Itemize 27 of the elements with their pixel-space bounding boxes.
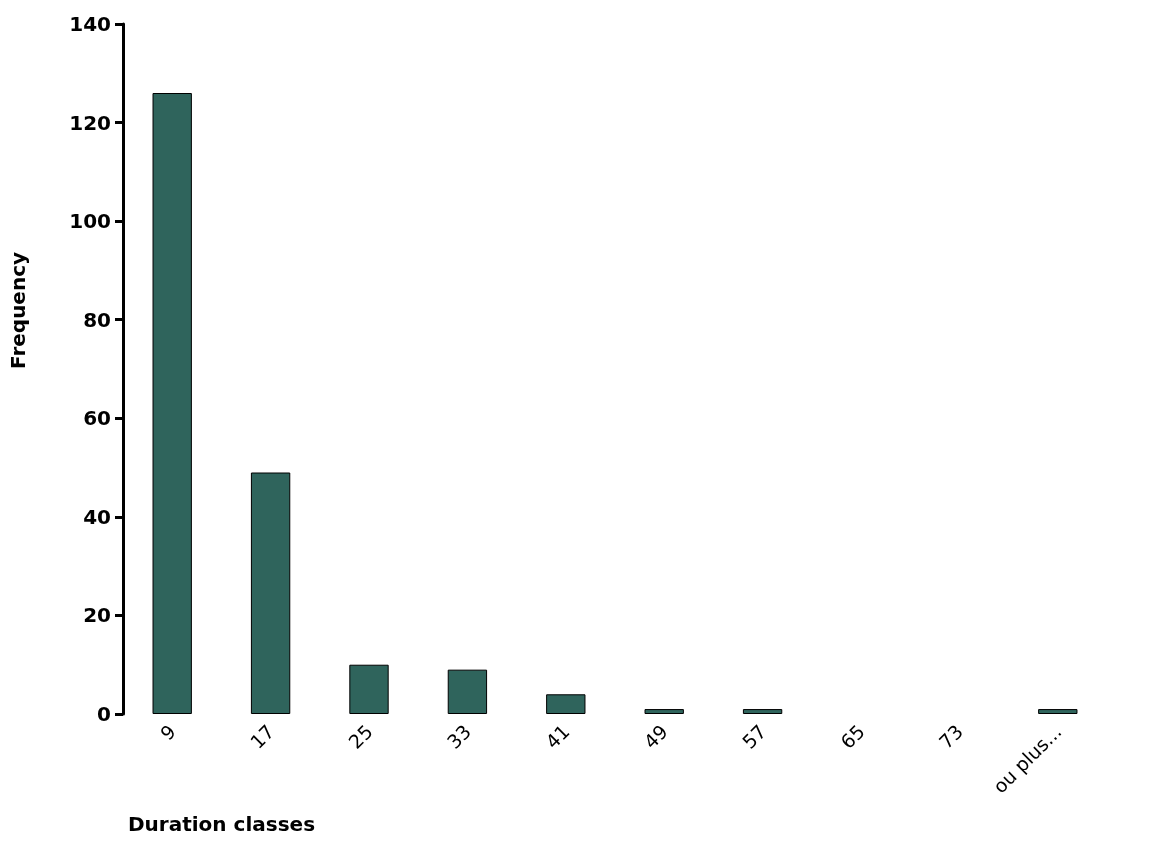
bar [349,664,389,714]
x-tick-label: 73 [934,720,968,753]
bar [1038,709,1078,714]
y-tick-label: 40 [83,504,111,529]
bar [447,669,488,714]
x-tick-label: 49 [639,720,672,753]
x-axis-title: Duration classes [128,812,316,836]
x-tick-label: 57 [737,720,771,753]
bar [742,709,783,714]
y-tick-label: 0 [97,702,111,726]
bar [546,694,586,714]
y-tick-label: 60 [83,406,111,431]
x-tick-label: 33 [442,720,476,753]
x-tick-label: 25 [344,720,377,753]
y-tick-label: 20 [83,603,111,628]
x-tick-label: 17 [245,720,279,753]
x-tick-label: 65 [836,720,869,753]
y-tick-label: 80 [83,307,111,332]
y-tick-label: 120 [69,110,111,135]
x-tick-label: 41 [540,720,574,753]
bar [250,472,291,714]
x-tick-label: 9 [155,720,180,745]
y-tick-label: 140 [69,12,111,36]
y-axis-title: Frequency [6,251,30,369]
y-tick-label: 100 [69,209,111,234]
bar [644,709,684,714]
bar [152,93,192,714]
